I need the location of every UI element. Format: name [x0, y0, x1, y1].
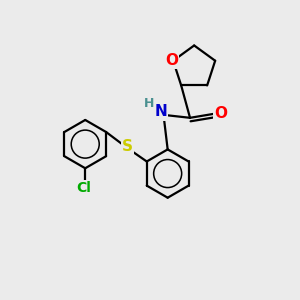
Text: S: S [122, 139, 133, 154]
Text: O: O [214, 106, 227, 121]
Text: O: O [165, 53, 178, 68]
Text: N: N [154, 104, 167, 119]
Text: Cl: Cl [76, 181, 91, 195]
Text: H: H [144, 97, 154, 110]
